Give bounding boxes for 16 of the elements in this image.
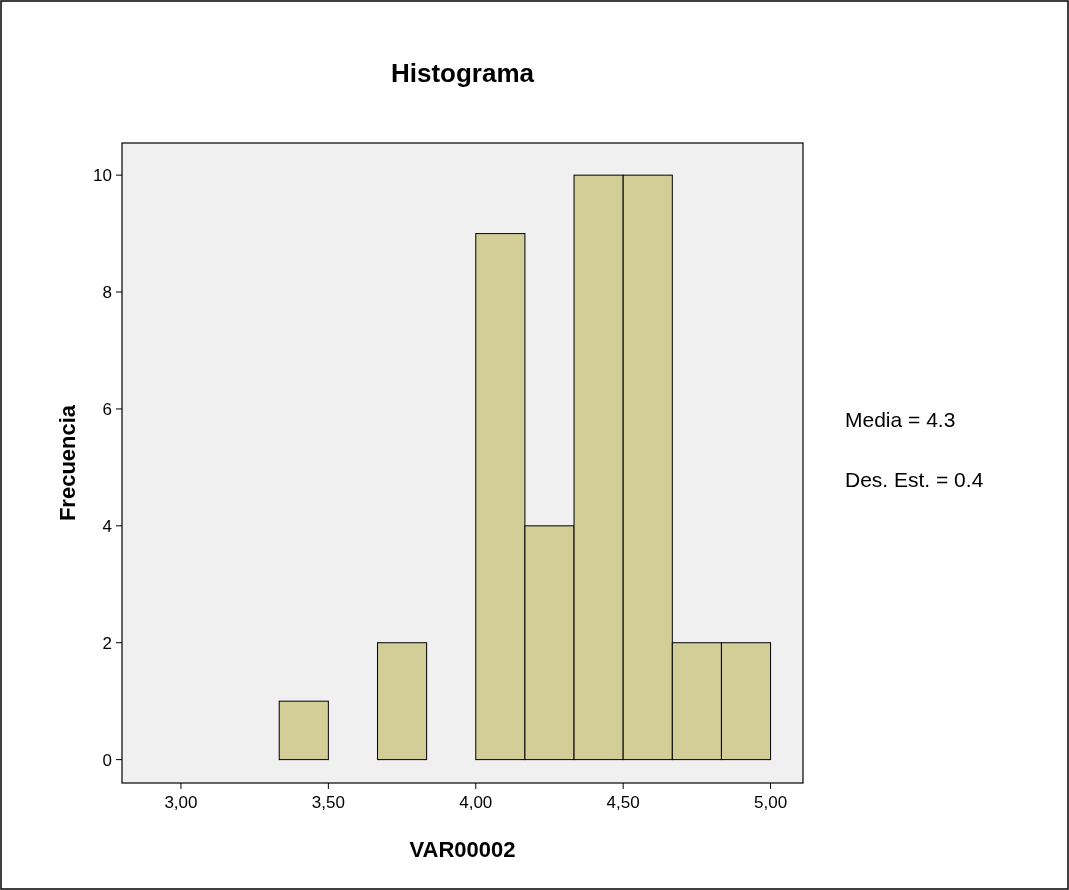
y-tick-label: 6	[102, 399, 112, 419]
x-axis-title: VAR00002	[409, 837, 516, 862]
y-tick-label: 4	[102, 516, 112, 536]
y-tick-label: 0	[102, 750, 112, 770]
x-tick-label: 4,50	[606, 793, 640, 812]
x-tick-label: 3,50	[311, 793, 345, 812]
y-tick-label: 8	[102, 282, 112, 302]
y-axis-title: Frecuencia	[55, 404, 80, 522]
y-tick-label: 10	[93, 166, 112, 186]
x-tick-label: 4,00	[459, 793, 493, 812]
x-tick-label: 5,00	[754, 793, 788, 812]
x-tick-label: 3,00	[164, 793, 198, 812]
chart-title: Histograma	[390, 58, 535, 88]
y-tick-label: 2	[102, 633, 112, 653]
text: Media = 4.3	[845, 408, 956, 431]
text: Des. Est. = 0.4	[845, 468, 984, 491]
